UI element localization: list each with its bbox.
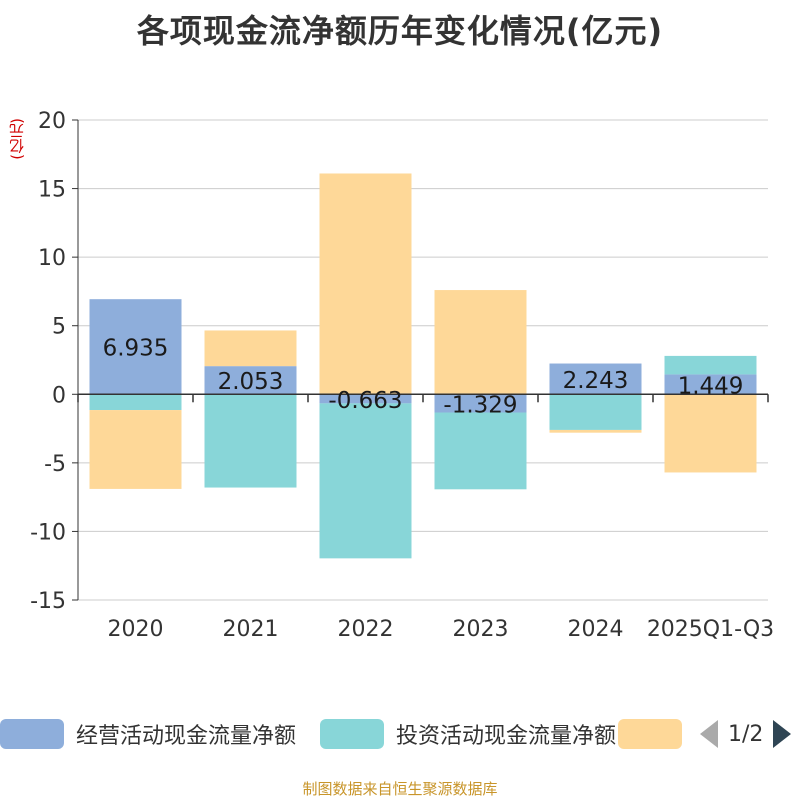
bar-segment <box>89 299 182 395</box>
chart-title: 各项现金流净额历年变化情况(亿元) <box>136 12 664 50</box>
bar-segment <box>549 429 642 433</box>
bar-segment <box>434 412 527 490</box>
y-tick-label: -15 <box>30 589 66 614</box>
chart-area: -15 -10 -5 0 5 10 15 20 6.935 2.053 -0.663 -1.329 2.… <box>30 109 774 642</box>
bar-segment <box>319 394 412 404</box>
bar-segment <box>664 394 757 473</box>
y-tick-label: 20 <box>38 109 66 134</box>
legend: 经营活动现金流量净额 投资活动现金流量净额 <box>0 716 800 752</box>
legend-swatch-investing <box>320 719 384 749</box>
bar-segment <box>204 330 297 367</box>
legend-swatch-financing <box>618 719 682 749</box>
y-tick-label: 5 <box>52 315 66 340</box>
y-tick-label: -10 <box>30 520 66 545</box>
bar-segment <box>89 394 182 411</box>
bar-segment <box>549 363 642 395</box>
bar-segment <box>434 394 527 413</box>
data-label: -1.329 <box>443 392 517 418</box>
bar-segment <box>549 394 642 430</box>
bar-segment <box>204 394 297 488</box>
legend-item-operating[interactable]: 经营活动现金流量净额 <box>0 716 296 752</box>
x-tick-label: 2021 <box>223 617 279 642</box>
y-tick-label: -5 <box>44 452 66 477</box>
legend-pager: 1/2 <box>700 716 792 752</box>
x-tick-label: 2024 <box>568 617 624 642</box>
x-tick-label: 2022 <box>338 617 394 642</box>
y-tick-label: 0 <box>52 383 66 408</box>
bar-segment <box>319 403 412 559</box>
legend-swatch-operating <box>0 719 64 749</box>
bar-segment <box>664 374 757 395</box>
data-label: 2.053 <box>218 369 284 395</box>
bar-segment <box>664 355 757 375</box>
bar-segment <box>434 290 527 395</box>
bar-segment <box>204 366 297 395</box>
x-tick-label: 2023 <box>453 617 509 642</box>
bar-segment <box>89 410 182 489</box>
data-label: -0.663 <box>328 388 402 414</box>
legend-prev-page-icon[interactable] <box>700 720 718 748</box>
legend-next-page-icon[interactable] <box>773 720 792 748</box>
data-label: 2.243 <box>563 368 629 394</box>
x-tick-label: 2025Q1-Q3 <box>647 617 774 642</box>
x-tick-label: 2020 <box>108 617 164 642</box>
y-tick-label: 10 <box>38 246 66 271</box>
legend-item-investing[interactable]: 投资活动现金流量净额 <box>320 716 616 752</box>
legend-label-investing: 投资活动现金流量净额 <box>396 724 617 749</box>
legend-page-indicator: 1/2 <box>728 721 764 747</box>
bar-segment <box>319 173 412 395</box>
data-label: 6.935 <box>103 336 169 362</box>
legend-label-operating: 经营活动现金流量净额 <box>76 724 297 749</box>
y-tick-label: 15 <box>38 178 66 203</box>
data-label: 1.449 <box>678 373 744 399</box>
legend-item-financing[interactable] <box>618 716 682 752</box>
data-source-footer: 制图数据来自恒生聚源数据库 <box>302 780 498 798</box>
